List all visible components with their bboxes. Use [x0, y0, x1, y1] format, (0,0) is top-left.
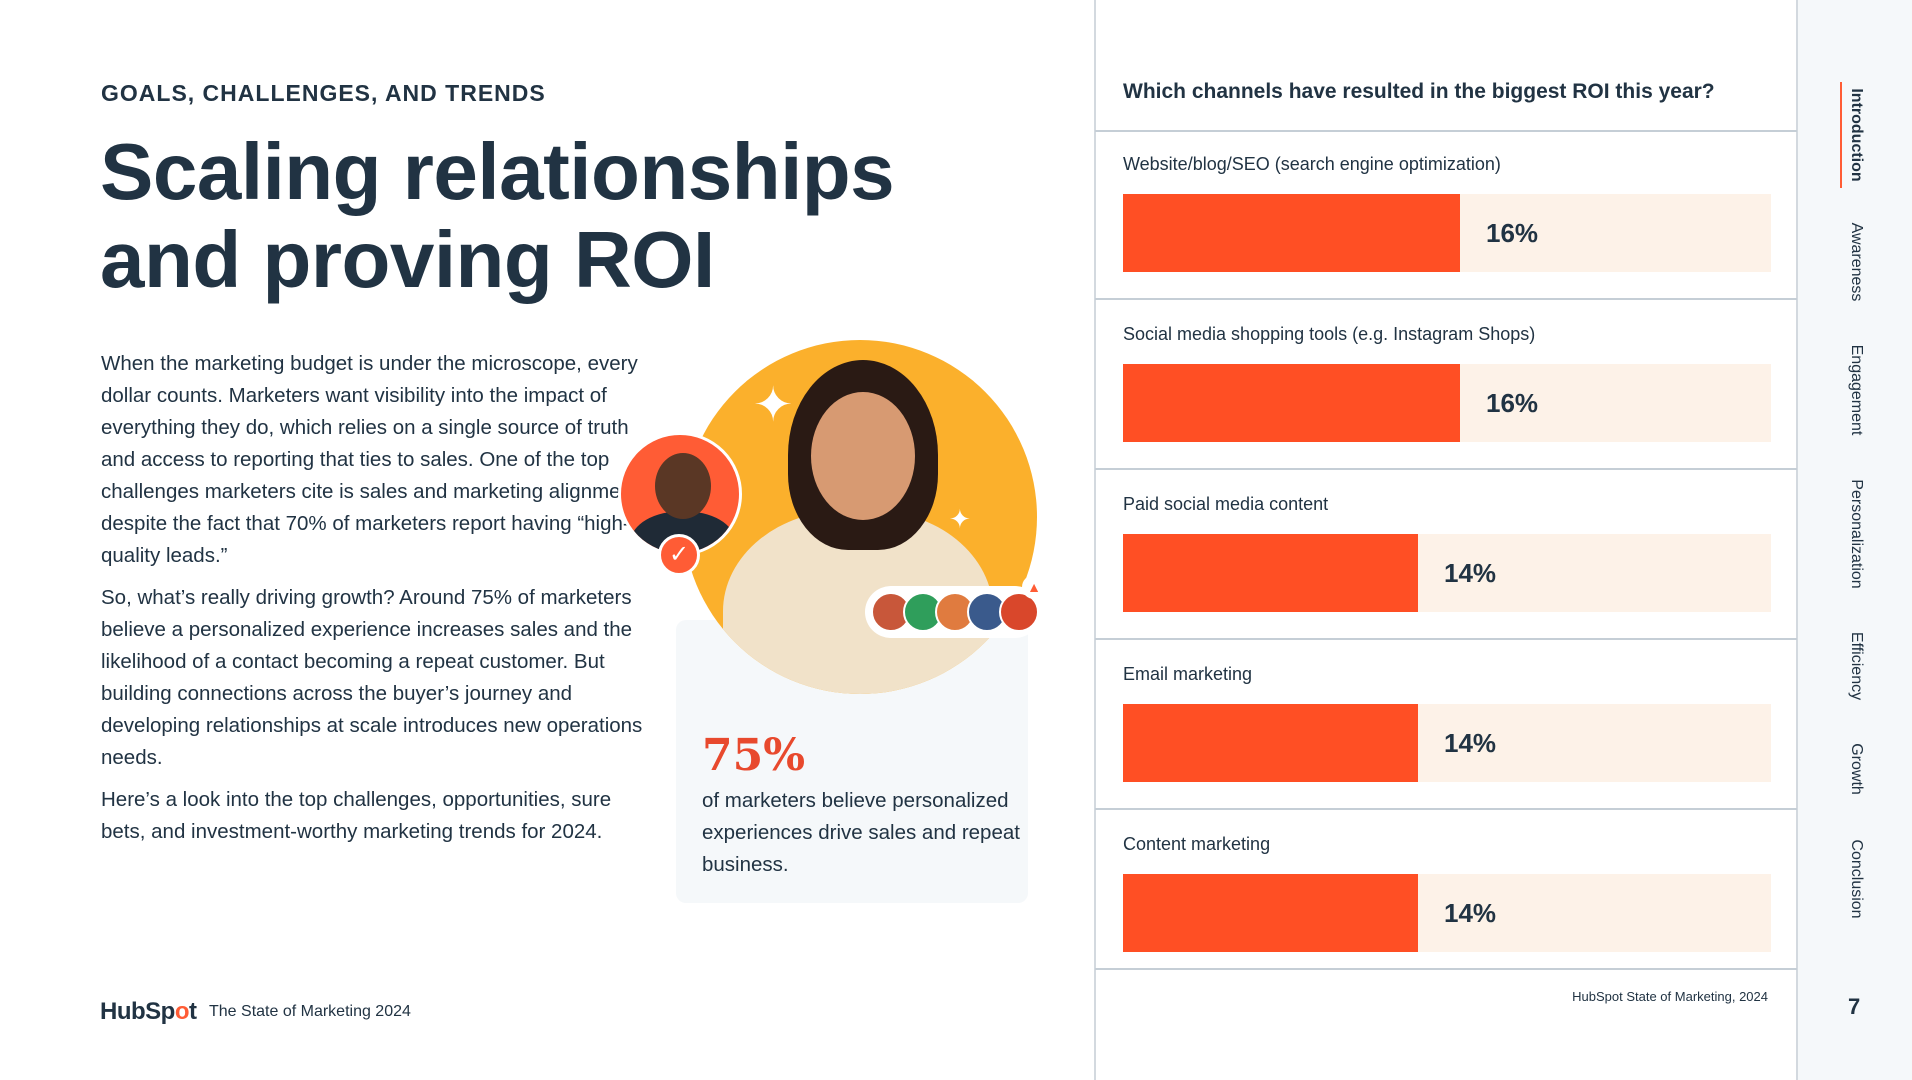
bar-value-label: 14% — [1444, 728, 1497, 758]
body-paragraph: Here’s a look into the top challenges, o… — [101, 788, 612, 843]
sparkle-icon: ✦ — [949, 504, 971, 534]
checkmark-icon: ✓ — [658, 534, 700, 576]
bar-track: 16% — [1123, 194, 1771, 272]
bar-value-label: 16% — [1486, 218, 1539, 248]
row-divider — [1095, 298, 1797, 300]
bar-category-label: Social media shopping tools (e.g. Instag… — [1123, 324, 1536, 344]
nav-item-engagement[interactable]: Engagement — [1848, 344, 1865, 436]
chart-title: Which channels have resulted in the bigg… — [1123, 80, 1715, 103]
row-divider — [1095, 968, 1797, 970]
stat-description: of marketers believe personalized experi… — [702, 789, 1020, 876]
bar-category-label: Paid social media content — [1123, 494, 1329, 514]
section-eyebrow: GOALS, CHALLENGES, AND TRENDS — [101, 80, 546, 106]
row-divider — [1095, 468, 1797, 470]
nav-item-efficiency[interactable]: Efficiency — [1848, 631, 1865, 701]
bar — [1123, 364, 1460, 442]
chart-source: HubSpot State of Marketing, 2024 — [1572, 989, 1768, 1004]
nav-item-awareness[interactable]: Awareness — [1848, 222, 1865, 302]
avatar-group — [865, 586, 1041, 638]
avatar-face-shape — [655, 453, 711, 519]
page-number: 7 — [1848, 994, 1861, 1019]
nav-item-personalization[interactable]: Personalization — [1848, 479, 1865, 589]
body-paragraph: So, what’s really driving growth? Around… — [101, 586, 643, 769]
nav-item-growth[interactable]: Growth — [1848, 743, 1865, 795]
nav-item-introduction[interactable]: Introduction — [1848, 88, 1865, 182]
stat-number: 75% — [702, 730, 806, 781]
side-nav — [1798, 0, 1912, 1080]
bar — [1123, 874, 1418, 952]
bar-value-label: 14% — [1444, 558, 1497, 588]
bar-track: 14% — [1123, 874, 1771, 952]
row-divider — [1095, 638, 1797, 640]
bar-track: 14% — [1123, 704, 1771, 782]
panel-divider — [1094, 0, 1096, 1080]
hubspot-logo: HubSpot — [100, 998, 197, 1025]
nav-active-indicator — [1840, 82, 1842, 188]
bar-category-label: Email marketing — [1123, 664, 1253, 684]
panel-divider — [1796, 0, 1798, 1080]
bar — [1123, 534, 1418, 612]
bar-track: 16% — [1123, 364, 1771, 442]
hero-illustration: ✦ ✦ — [683, 340, 1037, 694]
footer-title: The State of Marketing 2024 — [209, 1003, 411, 1020]
nav-item-conclusion[interactable]: Conclusion — [1848, 839, 1865, 919]
body-copy: When the marketing budget is under the m… — [101, 348, 661, 858]
bar — [1123, 194, 1460, 272]
person-face-shape — [811, 392, 915, 520]
bar — [1123, 704, 1418, 782]
fire-icon: ▲ — [1022, 575, 1046, 599]
row-divider — [1095, 808, 1797, 810]
page-title: Scaling relationships and proving ROI — [100, 127, 895, 304]
bar-value-label: 16% — [1486, 388, 1539, 418]
bar-value-label: 14% — [1444, 898, 1497, 928]
bar-category-label: Content marketing — [1123, 834, 1271, 854]
sparkle-icon: ✦ — [753, 379, 794, 432]
bar-category-label: Website/blog/SEO (search engine optimiza… — [1123, 154, 1501, 174]
bar-track: 14% — [1123, 534, 1771, 612]
body-paragraph: When the marketing budget is under the m… — [101, 352, 644, 567]
row-divider — [1095, 130, 1797, 132]
